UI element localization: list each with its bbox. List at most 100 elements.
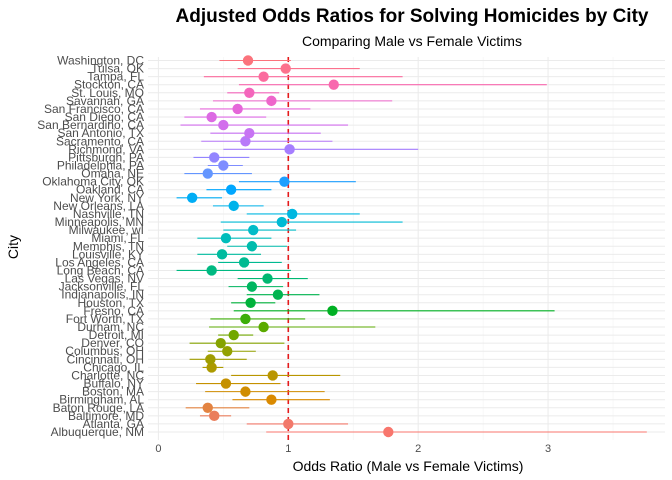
data-point [258,321,269,333]
chart-subtitle: Comparing Male vs Female Victims [302,33,522,49]
y-tick-label: San Diego, CA [65,110,144,124]
data-point [266,394,277,405]
data-point [220,378,232,389]
y-tick-label: Washington, DC [57,54,144,68]
data-point [276,216,287,228]
y-tick-label: Oklahoma City, OK [42,175,144,189]
data-point [286,208,298,220]
y-axis-title: City [5,235,21,259]
data-point [206,111,217,123]
x-axis-title: Odds Ratio (Male vs Female Victims) [293,458,524,474]
data-point [209,152,220,163]
y-tick-label: Houston, TX [78,296,144,310]
data-point [202,168,213,179]
data-point [216,249,228,260]
data-point [240,313,251,325]
data-point [240,386,251,397]
y-tick-label: San Bernardino, CA [37,118,144,132]
data-point [262,273,273,284]
data-point [279,176,290,187]
data-point [225,184,237,195]
data-point [206,265,217,276]
data-point [218,160,229,171]
y-tick-label: Tulsa, OK [91,62,144,76]
y-tick-label: Indianapolis, IN [61,288,144,302]
y-tick-label: Richmond, VA [68,142,144,156]
y-tick-label: Long Beach, CA [57,263,144,277]
y-tick-label: New York, NY [70,191,144,205]
y-tick-label: Sacramento, CA [56,134,144,148]
data-point [284,144,295,155]
data-point [215,337,226,349]
data-points [186,55,394,438]
y-tick-label: Fort Worth, TX [66,312,144,326]
data-point [202,402,213,413]
y-tick-label: Albuquerque, NM [51,425,144,439]
y-tick-label: Las Vegas, NV [65,272,144,286]
y-tick-label: Boston, MA [82,385,144,399]
data-point [272,289,284,300]
y-tick-label: Baton Rouge, LA [53,401,144,415]
data-point [206,362,217,373]
data-point [244,127,255,139]
y-tick-label: Chicago, IL [83,360,144,374]
data-point [245,297,256,308]
y-tick-label: Birmingham, AL [59,393,144,407]
data-point [186,192,198,203]
y-tick-label: Pittsburgh, PA [68,150,144,164]
y-tick-label: Columbus, OH [65,344,144,358]
y-tick-label: Jacksonville, FL [59,280,145,294]
data-point [280,63,291,74]
y-tick-label: Minneapolis, MN [55,215,144,229]
y-tick-label: Nashville, TN [73,207,144,221]
y-tick-label: Baltimore, MD [68,409,144,423]
y-tick-label: St. Louis, MO [71,86,144,100]
y-tick-label: Cincinnati, OH [67,352,144,366]
y-tick-label: Louisville, KY [72,247,144,261]
data-point [205,354,216,365]
y-tick-label: Philadelphia, PA [57,158,144,172]
data-point [258,71,269,82]
y-tick-label: Durham, NC [77,320,144,334]
y-tick-label: Los Angeles, CA [55,255,144,269]
data-point [228,329,239,341]
y-tick-label: Buffalo, NY [84,377,144,391]
y-tick-label: Miami, FL [91,231,144,245]
data-point [244,87,255,99]
data-point [240,136,251,147]
data-point [383,426,394,438]
data-point [218,119,229,131]
y-tick-label: Denver, CO [81,336,144,350]
data-point [283,418,294,430]
y-tick-label: Oakland, CA [76,183,144,197]
data-point [246,241,258,252]
y-tick-label: Atlanta, GA [83,417,144,431]
data-point [327,305,338,317]
y-tick-label: San Antonio, TX [57,126,144,140]
y-tick-label: Stockton, CA [74,78,144,92]
data-point [232,103,243,115]
y-tick-label: Charlotte, NC [71,368,144,382]
data-point [222,346,233,357]
y-tick-label: Savannah, GA [66,94,144,108]
y-tick-label: Milwaukee, wI [69,223,144,237]
data-point [220,232,232,244]
x-tick-labels: 0 1 2 3 [155,443,551,455]
chart-title: Adjusted Odds Ratios for Solving Homicid… [176,6,649,27]
x-tick-label: 2 [415,443,421,455]
data-point [242,55,254,66]
data-point [246,281,258,292]
x-tick-label: 3 [545,443,551,455]
y-tick-label: San Francisco, CA [44,102,144,116]
x-tick-label: 0 [155,443,161,455]
x-tick-label: 1 [285,443,291,455]
y-tick-label: Omaha, NE [81,167,144,181]
data-point [248,224,259,236]
data-point [238,257,250,268]
data-point [267,370,278,381]
data-point [228,200,239,212]
data-point [328,79,339,90]
